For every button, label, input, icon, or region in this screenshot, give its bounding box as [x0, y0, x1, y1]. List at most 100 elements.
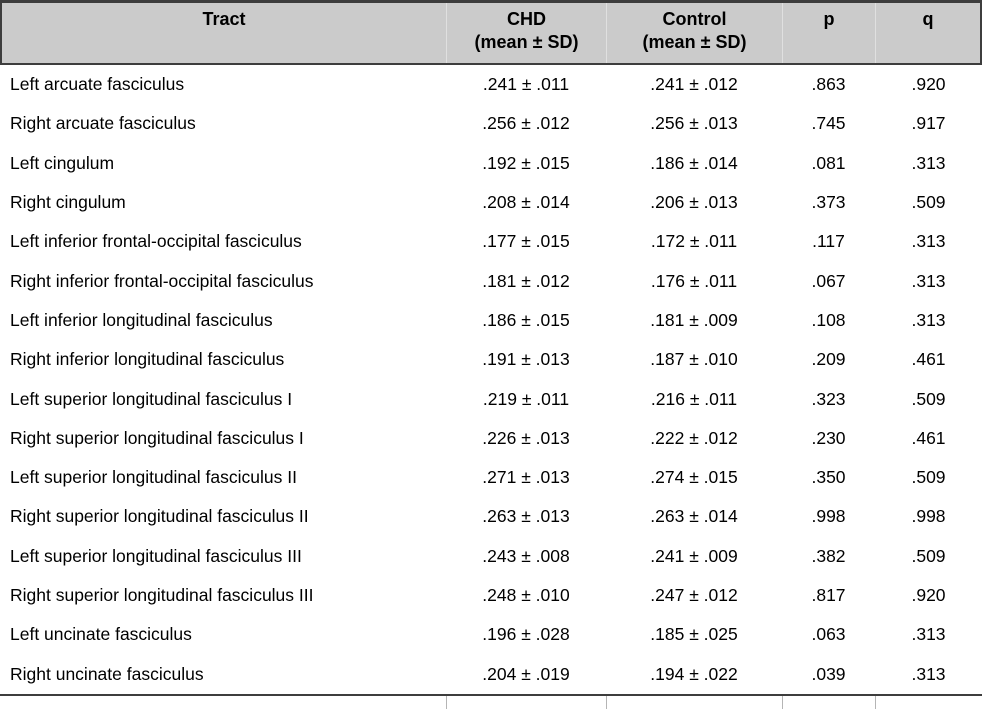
- cell-q: .509: [911, 545, 946, 566]
- table-row: Right inferior longitudinal fasciculus .1…: [0, 340, 982, 380]
- cell-control: .194 ± .022: [650, 663, 738, 684]
- table-row: Left arcuate fasciculus .241 ± .011 .241 ±…: [0, 65, 982, 105]
- cell-q: .998: [911, 506, 946, 527]
- header-sub-chd: (mean ± SD): [474, 32, 579, 52]
- cell-control: .247 ± .012: [650, 585, 738, 605]
- cell-control: .176 ± .011: [650, 270, 738, 291]
- table-row: Right uncinate fasciculus .204 ± .019 .194…: [0, 654, 982, 694]
- cell-p: .373: [811, 192, 846, 213]
- cell-chd: .186 ± .015: [482, 309, 570, 330]
- cell-chd: .256 ± .012: [482, 113, 570, 134]
- cell-p: .067: [811, 270, 846, 291]
- cell-tract: Right superior longitudinal fasciculus I…: [10, 585, 314, 605]
- table-row: Left superior longitudinal fasciculus I.…: [0, 379, 982, 419]
- cell-control: .187 ± .010: [650, 349, 738, 370]
- cell-q: .313: [911, 231, 946, 252]
- cell-q: .509: [911, 467, 946, 488]
- cell-p: .117: [812, 231, 845, 252]
- cell-chd: .271 ± .013: [482, 467, 570, 488]
- cell-chd: .192 ± .015: [482, 152, 570, 173]
- cell-q: .313: [911, 624, 946, 645]
- cell-control: .181 ± .009: [650, 309, 738, 330]
- table-footer: [0, 693, 982, 709]
- header-label-control: Control: [662, 9, 727, 29]
- table-row: Right superior longitudinal fasciculus I…: [0, 418, 982, 458]
- cell-tract: Right superior longitudinal fasciculus I…: [10, 506, 309, 527]
- header-cell-tract: Tract: [2, 3, 446, 63]
- table-row: Left superior longitudinal fasciculus II…: [0, 536, 982, 576]
- cell-control: .241 ± .012: [650, 74, 738, 95]
- table-header: Tract CHD (mean ± SD) Control (mean ± SD…: [0, 0, 982, 65]
- cell-chd: .204 ± .019: [482, 663, 570, 684]
- cell-p: .209: [811, 349, 846, 370]
- cell-q: .509: [911, 388, 946, 409]
- cell-tract: Left cingulum: [10, 152, 115, 173]
- cell-tract: Left superior longitudinal fasciculus I: [10, 388, 293, 409]
- footer-cell: [782, 695, 875, 709]
- cell-control: .274 ± .015: [650, 467, 738, 488]
- header-cell-chd: CHD (mean ± SD): [446, 3, 606, 63]
- header-cell-control: Control (mean ± SD): [606, 3, 782, 63]
- cell-q: .509: [911, 192, 946, 213]
- cell-tract: Left superior longitudinal fasciculus II: [10, 467, 297, 488]
- cell-tract: Right inferior longitudinal fasciculus: [10, 349, 285, 370]
- table-row: Left inferior longitudinal fasciculus .18…: [0, 300, 982, 341]
- table-row: Right inferior frontal-occipital fascicu…: [0, 261, 982, 301]
- cell-chd: .181 ± .012: [482, 270, 570, 291]
- table-row: Right superior longitudinal fasciculus I…: [0, 497, 982, 537]
- cell-tract: Right inferior frontal-occipital fascicu…: [10, 270, 314, 291]
- cell-q: .313: [911, 309, 946, 330]
- cell-tract: Left superior longitudinal fasciculus II…: [10, 545, 302, 566]
- cell-chd: .177 ± .015: [482, 231, 570, 252]
- cell-p: .350: [811, 467, 846, 488]
- cell-chd: .208 ± .014: [482, 192, 570, 213]
- cell-chd: .263 ± .013: [482, 506, 570, 527]
- cell-control: .256 ± .013: [650, 113, 738, 134]
- cell-q: .920: [911, 74, 946, 95]
- cell-tract: Right cingulum: [10, 192, 126, 213]
- table-row: Left inferior frontal-occipital fascicul…: [0, 222, 982, 262]
- cell-control: .222 ± .012: [650, 427, 738, 448]
- header-label-tract: Tract: [202, 9, 246, 29]
- table-row: Left superior longitudinal fasciculus II…: [0, 457, 982, 498]
- table-row: Right arcuate fasciculus .256 ± .012 .256 …: [0, 104, 982, 144]
- cell-control: .263 ± .014: [650, 506, 738, 527]
- cell-p: .745: [811, 113, 846, 134]
- cell-chd: .243 ± .008: [482, 545, 570, 566]
- table-row: Left uncinate fasciculus .196 ± .028 .185 …: [0, 615, 982, 655]
- cell-tract: Left arcuate fasciculus: [10, 74, 185, 95]
- cell-q: .461: [911, 349, 946, 370]
- footer-cell: [606, 695, 782, 709]
- cell-chd: .248 ± .010: [482, 585, 570, 605]
- cell-p: .863: [811, 74, 846, 95]
- cell-control: .172 ± .011: [650, 231, 738, 252]
- cell-chd: .226 ± .013: [482, 427, 570, 448]
- cell-tract: Left uncinate fasciculus: [10, 624, 192, 645]
- cell-tract: Left inferior longitudinal fasciculus: [10, 309, 273, 330]
- cell-control: .241 ± .009: [650, 545, 738, 566]
- cell-p: .998: [811, 506, 846, 527]
- cell-p: .063: [811, 624, 846, 645]
- table-row: Right cingulum .208 ± .014 .206 ± .013 .373…: [0, 182, 982, 223]
- cell-p: .817: [811, 585, 846, 605]
- cell-chd: .196 ± .028: [482, 624, 570, 645]
- cell-q: .917: [911, 113, 946, 134]
- footer-cell: [446, 695, 606, 709]
- cell-chd: .241 ± .011: [482, 74, 570, 95]
- cell-p: .081: [811, 152, 846, 173]
- cell-control: .186 ± .014: [650, 152, 738, 173]
- cell-p: .382: [811, 545, 846, 566]
- header-sub-control: (mean ± SD): [642, 32, 747, 52]
- table-body: Left arcuate fasciculus .241 ± .011 .241 ±…: [0, 65, 982, 694]
- cell-control: .185 ± .025: [650, 624, 738, 645]
- cell-p: .108: [811, 309, 846, 330]
- cell-q: .313: [911, 270, 946, 291]
- cell-p: .039: [811, 663, 846, 684]
- cell-tract: Right arcuate fasciculus: [10, 113, 196, 134]
- cell-q: .461: [911, 427, 946, 448]
- cell-chd: .191 ± .013: [482, 349, 570, 370]
- header-cell-q: q: [875, 3, 980, 63]
- footer-cell: [875, 695, 982, 709]
- header-label-p: p: [823, 9, 835, 29]
